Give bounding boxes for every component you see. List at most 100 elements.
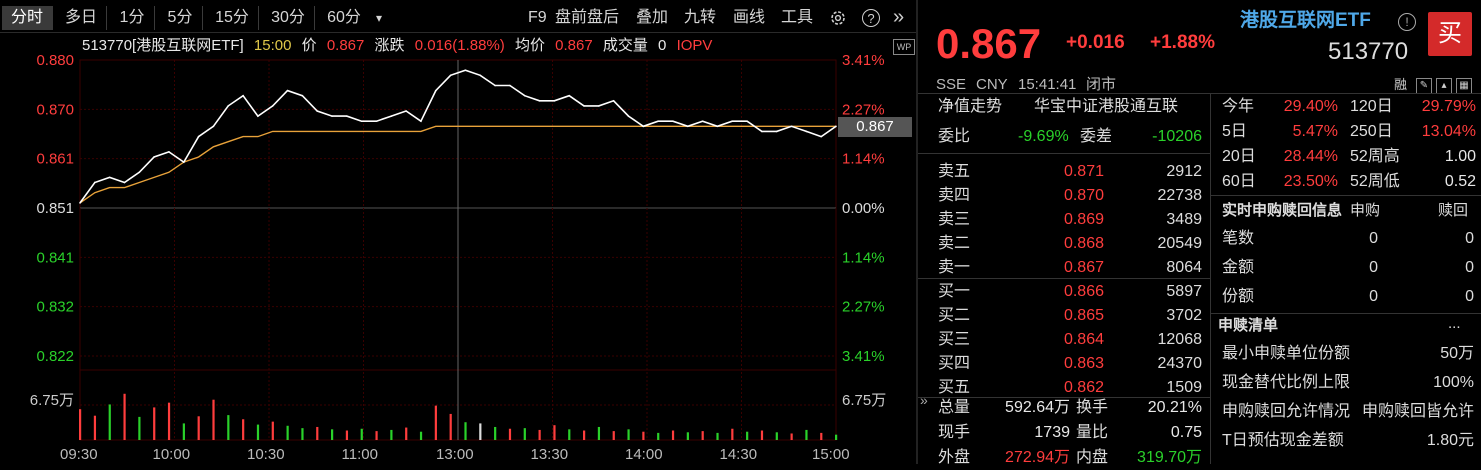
price-tick-label: 0.861 (36, 151, 74, 168)
ask-level-volume: 8064 (1166, 259, 1202, 276)
redemption-row-label: 金额 (1222, 259, 1255, 276)
price-point (553, 100, 556, 102)
price-point (479, 74, 482, 77)
redemption-buy-value: 0 (1369, 230, 1378, 247)
panel-divider (916, 0, 918, 464)
redemption-list-title: 申赎清单 (1218, 317, 1279, 334)
average-price-line (79, 125, 836, 204)
volume-bar (256, 424, 260, 440)
volume-bar (138, 416, 141, 440)
price-point (761, 130, 763, 133)
price-point (286, 89, 289, 92)
gear-icon[interactable] (829, 9, 847, 27)
time-tick-label: 10:00 (153, 446, 191, 463)
quote-panel: 0.867 +0.016 +1.88% 港股互联网ETF ! 513770 买 … (918, 0, 1481, 466)
volume-bar (627, 429, 630, 440)
price-point (583, 105, 585, 107)
total-volume-label: 总量 (938, 399, 971, 416)
price-point (449, 74, 452, 77)
price-point (316, 110, 318, 112)
ask-level-volume: 20549 (1157, 235, 1203, 252)
panel-collapse-icon[interactable]: » (920, 392, 928, 408)
avg-price-label: 均价 (514, 37, 545, 54)
wp-badge-icon[interactable]: WP (893, 39, 915, 55)
volume-bar (434, 405, 437, 440)
tab-5min[interactable]: 5分 (158, 6, 203, 30)
perf-period-label: 今年 (1222, 98, 1255, 115)
volume-tick-label: 6.75万 (30, 392, 74, 409)
perf-period-label: 120日 (1350, 98, 1393, 115)
grid-icon[interactable]: ▦ (1456, 78, 1472, 94)
tools-button[interactable]: 工具 (781, 9, 814, 26)
volume-bar (657, 432, 660, 440)
draw-line-button[interactable]: 画线 (733, 9, 766, 26)
price-point (197, 135, 200, 138)
margin-badge[interactable]: 融 (1394, 77, 1408, 92)
double-chevron-right-icon[interactable]: » (893, 6, 905, 28)
redemption-row-label: 笔数 (1222, 230, 1255, 247)
price-point (405, 110, 407, 112)
price-value: 0.867 (326, 37, 365, 54)
redemption-redeem-value: 0 (1465, 230, 1474, 247)
ask-level-volume: 2912 (1166, 163, 1202, 180)
volume-bar (538, 429, 541, 440)
tab-intraday[interactable]: 分时 (2, 6, 53, 30)
price-point (108, 176, 111, 179)
security-code-name: 513770[港股互联网ETF] (82, 37, 244, 54)
volume-bar (345, 430, 349, 440)
redemption-list-value: 50万 (1440, 345, 1474, 362)
price-point (375, 120, 378, 123)
pre-post-market-button[interactable]: 盘前盘后 (555, 9, 620, 26)
volume-bar (775, 432, 778, 440)
tab-60min[interactable]: 60分 (327, 9, 361, 26)
bid-level-volume: 12068 (1157, 331, 1203, 348)
question-icon[interactable]: ? (862, 9, 880, 27)
bid-level-price: 0.865 (1063, 307, 1104, 324)
volume-bar (701, 431, 704, 440)
overlay-button[interactable]: 叠加 (636, 9, 669, 26)
header-change-pct: +1.88% (1150, 32, 1215, 53)
volume-bar (182, 423, 185, 440)
outer-volume-label: 外盘 (938, 449, 971, 466)
volume-bar (612, 431, 615, 440)
volume-bar (79, 409, 82, 440)
edit-icon[interactable]: ✎ (1416, 78, 1432, 94)
time-tick-label: 13:00 (436, 446, 474, 463)
more-icon[interactable]: ... (1448, 315, 1461, 332)
price-point (701, 120, 704, 123)
volume-bar (123, 393, 126, 440)
f9-button[interactable]: F9 (528, 9, 547, 26)
tab-multi-day[interactable]: 多日 (56, 6, 107, 30)
volume-bar (405, 427, 408, 440)
price-point (153, 156, 155, 158)
price-point (242, 94, 244, 97)
price-point (746, 120, 748, 123)
price-point (271, 105, 274, 107)
tab-1min[interactable]: 1分 (110, 6, 155, 30)
volume-bar (790, 433, 793, 440)
current-hand-label: 现手 (938, 424, 971, 441)
bid-level-price: 0.866 (1063, 283, 1104, 300)
redemption-redeem-value: 0 (1465, 288, 1474, 305)
volume-bar (731, 428, 734, 440)
perf-period-value: 23.50% (1283, 173, 1338, 190)
volume-bar (227, 415, 230, 440)
volume-bar (301, 428, 304, 440)
price-tick-label: 0.822 (36, 348, 74, 365)
info-icon[interactable]: ! (1398, 13, 1416, 31)
quote-time: 15:00 (253, 37, 292, 54)
period-dropdown-icon[interactable]: ▾ (376, 11, 383, 25)
price-point (434, 89, 437, 92)
tab-15min[interactable]: 15分 (206, 6, 259, 30)
bid-level-volume: 1509 (1166, 379, 1202, 396)
nav-trend-label[interactable]: 净值走势 (938, 98, 1003, 115)
volume-bar (419, 431, 423, 440)
price-point (138, 171, 141, 174)
price-lines (79, 69, 837, 204)
chart-mini-icon[interactable]: ▴ (1436, 78, 1452, 94)
perf-period-value: 1.00 (1444, 148, 1476, 165)
tab-30min[interactable]: 30分 (262, 6, 315, 30)
clock: 15:41:41 (1018, 76, 1077, 93)
buy-button[interactable]: 买 (1428, 12, 1472, 56)
nine-turn-button[interactable]: 九转 (684, 9, 717, 26)
